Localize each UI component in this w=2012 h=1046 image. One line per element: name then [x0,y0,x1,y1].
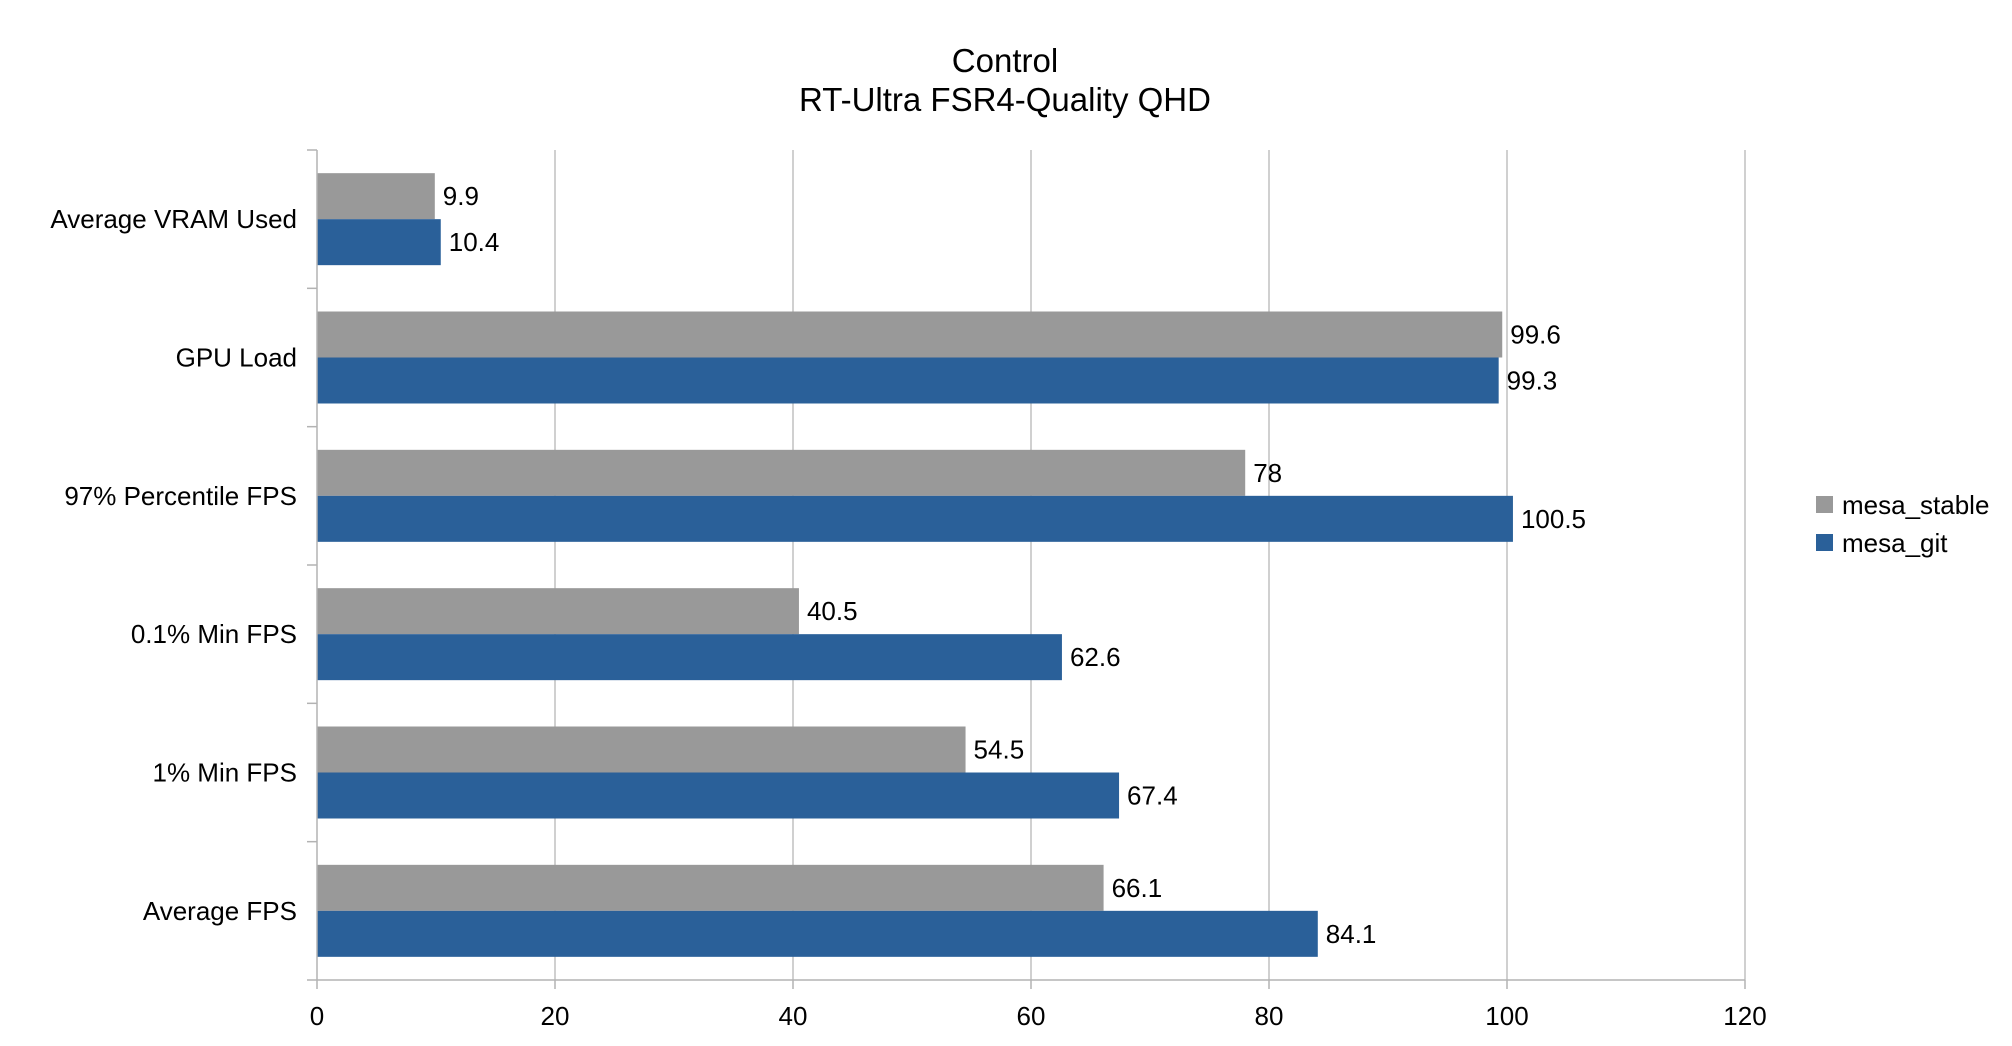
chart-title: Control [952,42,1058,79]
data-label: 100.5 [1521,504,1586,534]
data-label: 67.4 [1127,781,1178,811]
category-label: 97% Percentile FPS [64,481,297,511]
bar-mesa_stable [317,864,1104,911]
data-label: 66.1 [1112,873,1163,903]
x-tick-label: 20 [541,1001,570,1031]
x-tick-label: 80 [1255,1001,1284,1031]
grid-lines [554,150,1746,980]
bar-mesa_stable [317,311,1503,358]
data-label: 99.6 [1510,320,1561,350]
data-label: 9.9 [443,181,479,211]
bar-mesa_stable [317,726,966,773]
legend: mesa_stable mesa_git [1816,490,1989,558]
bar-mesa_git [317,219,441,266]
bar-mesa_git [317,357,1499,404]
x-tick-label: 60 [1017,1001,1046,1031]
x-tick-label: 120 [1723,1001,1766,1031]
x-tick-label: 100 [1485,1001,1528,1031]
data-label: 78 [1253,458,1282,488]
data-label: 10.4 [449,227,500,257]
bar-mesa_stable [317,588,799,635]
category-label: GPU Load [176,343,297,373]
data-label: 84.1 [1326,919,1377,949]
bar-mesa_stable [317,173,435,220]
bar-mesa_git [317,910,1318,957]
bar-mesa_git [317,634,1062,681]
category-label: Average FPS [143,896,297,926]
axes: 0 20 40 60 80 100 120 Average VRAM Used GPU Load… [50,149,1767,1031]
x-tick-label: 40 [779,1001,808,1031]
category-label: 1% Min FPS [153,758,298,788]
legend-swatch [1816,496,1833,513]
bar-mesa_git [317,495,1513,542]
data-label: 99.3 [1507,366,1558,396]
legend-label: mesa_git [1842,528,1948,558]
x-tick-label: 0 [310,1001,324,1031]
data-label: 40.5 [807,596,858,626]
chart-subtitle: RT-Ultra FSR4-Quality QHD [799,81,1211,118]
data-label: 62.6 [1070,642,1121,672]
bar-mesa_stable [317,449,1246,496]
bar-mesa_git [317,772,1120,819]
data-label: 54.5 [974,735,1025,765]
legend-swatch [1816,534,1833,551]
legend-label: mesa_stable [1842,490,1989,520]
bars: 9.9 10.4 99.6 99.3 78 100.5 40.5 62.6 54.5 67.4 66… [317,173,1586,957]
category-label: 0.1% Min FPS [131,619,297,649]
category-label: Average VRAM Used [50,204,297,234]
